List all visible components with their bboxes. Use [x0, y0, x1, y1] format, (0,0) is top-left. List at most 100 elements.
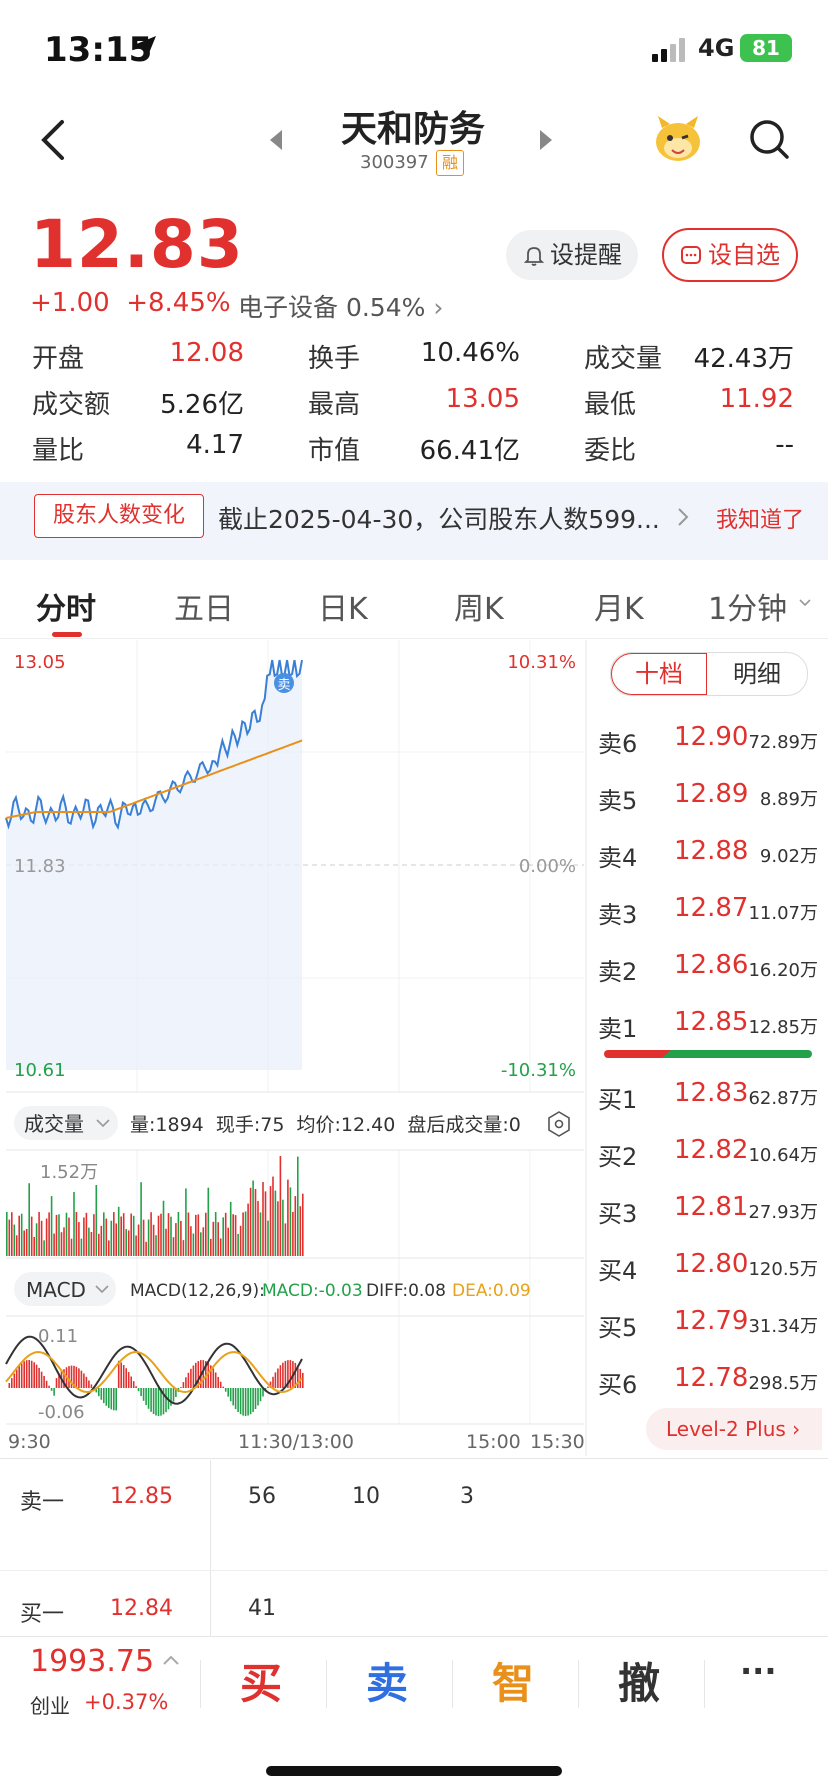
macd-bar: [289, 1360, 292, 1388]
buy-level-label: 买1: [598, 1086, 638, 1114]
index-value[interactable]: 1993.75: [30, 1644, 155, 1679]
volume-bar: [239, 1225, 242, 1256]
macd-bar: [234, 1388, 237, 1410]
volume-bar: [274, 1190, 277, 1256]
mascot-icon[interactable]: [652, 114, 704, 164]
volume-bar: [83, 1217, 85, 1256]
macd-bar: [58, 1374, 60, 1388]
price-high-label: 13.05: [14, 652, 66, 673]
tab-4[interactable]: 月K: [594, 592, 644, 627]
macd-bar: [185, 1377, 187, 1388]
buy-level-price[interactable]: 12.83: [674, 1078, 749, 1108]
search-icon[interactable]: [748, 118, 790, 160]
volume-selector-bg[interactable]: [14, 1106, 118, 1140]
stat-value: 12.08: [169, 338, 244, 368]
volume-bar: [157, 1215, 160, 1256]
tab-2[interactable]: 日K: [318, 592, 368, 627]
notice-dismiss-button[interactable]: 我知道了: [716, 508, 805, 533]
macd-bar: [190, 1368, 192, 1388]
tab-3[interactable]: 周K: [454, 592, 504, 627]
volume-bar: [289, 1187, 292, 1256]
tab-ten-levels[interactable]: 十档: [611, 653, 707, 695]
sell-level-price[interactable]: 12.89: [674, 779, 749, 809]
sell-level-label: 卖1: [598, 1015, 638, 1043]
sell-level-price[interactable]: 12.85: [674, 1007, 749, 1037]
sell-level-price[interactable]: 12.86: [674, 950, 749, 980]
tab-details[interactable]: 明细: [733, 660, 781, 688]
price-change: +1.00 +8.45%: [30, 288, 231, 318]
buy-button[interactable]: 买: [240, 1659, 283, 1708]
set-alert-button[interactable]: 设提醒: [506, 230, 638, 280]
sell-level-label: 卖3: [598, 901, 638, 929]
sell-level-price[interactable]: 12.87: [674, 893, 749, 923]
volume-bar: [232, 1214, 234, 1256]
change-percent: +8.45%: [126, 288, 231, 318]
stock-code: 300397: [360, 152, 429, 173]
volume-bar: [214, 1212, 217, 1256]
macd-bar: [132, 1381, 135, 1388]
volume-bars: [6, 1156, 304, 1256]
sector-link[interactable]: 电子设备 0.54% ›: [238, 288, 443, 324]
divider: [326, 1660, 327, 1708]
volume-bar: [60, 1232, 63, 1256]
buy-level-price[interactable]: 12.78: [674, 1363, 749, 1393]
macd-bar: [127, 1372, 130, 1388]
tab-1[interactable]: 五日: [174, 592, 234, 627]
detail-sell-vol: 10: [352, 1484, 380, 1509]
more-button[interactable]: ···: [740, 1652, 777, 1690]
volume-bar: [177, 1212, 180, 1256]
volume-bar: [152, 1224, 155, 1256]
volume-bar: [227, 1227, 229, 1256]
sell-button[interactable]: 卖: [366, 1659, 409, 1708]
volume-bar: [78, 1222, 80, 1256]
settings-icon[interactable]: [548, 1111, 570, 1137]
level2-plus-button[interactable]: Level-2 Plus ›: [646, 1408, 822, 1450]
macd-bar: [63, 1369, 65, 1388]
volume-bar: [85, 1212, 88, 1256]
macd-bar: [25, 1360, 28, 1388]
volume-bar: [63, 1227, 65, 1256]
macd-selector-bg[interactable]: [14, 1272, 116, 1306]
buy-sell-ratio-green: [662, 1050, 812, 1058]
macd-bar: [277, 1368, 279, 1388]
buy-level-price[interactable]: 12.80: [674, 1249, 749, 1279]
macd-bar: [187, 1372, 190, 1388]
intraday-chart[interactable]: 卖 13.05 11.83 10.61 10.31% 0.00% -10.31%…: [0, 638, 828, 1458]
buy-level-price[interactable]: 12.79: [674, 1306, 749, 1336]
chevron-up-icon[interactable]: [162, 1654, 180, 1666]
smart-button[interactable]: 智: [492, 1659, 535, 1708]
cancel-order-button[interactable]: 撤: [618, 1659, 661, 1708]
macd-selector[interactable]: MACD: [26, 1278, 86, 1302]
macd-bar: [294, 1362, 297, 1388]
macd-bar: [180, 1387, 182, 1388]
volume-bar: [267, 1220, 269, 1256]
sell-level-price[interactable]: 12.88: [674, 836, 749, 866]
buy-level-price[interactable]: 12.81: [674, 1192, 749, 1222]
volume-bar: [297, 1156, 299, 1256]
volume-bar: [205, 1212, 207, 1256]
volume-bar: [299, 1206, 302, 1256]
volume-bar: [294, 1196, 297, 1256]
back-icon[interactable]: [34, 118, 74, 162]
prev-stock-icon[interactable]: [266, 128, 286, 152]
volume-bar: [70, 1238, 73, 1256]
stat-label: 量比: [32, 436, 85, 466]
buy-level-price[interactable]: 12.82: [674, 1135, 749, 1165]
tab-0[interactable]: 分时: [36, 592, 96, 627]
sell-level-price[interactable]: 12.90: [674, 722, 749, 752]
signal-icon: [652, 38, 685, 62]
next-stock-icon[interactable]: [536, 128, 556, 152]
divider: [200, 1660, 201, 1708]
watchlist-icon: [681, 246, 701, 264]
volume-bar: [6, 1212, 8, 1256]
volume-bar: [33, 1237, 35, 1256]
location-arrow-icon: [134, 36, 156, 58]
add-watchlist-button[interactable]: 设自选: [662, 228, 798, 282]
tab-5[interactable]: 1分钟: [708, 592, 788, 627]
status-time: 13:15: [44, 30, 153, 70]
divider: [578, 1660, 579, 1708]
volume-selector[interactable]: 成交量: [24, 1112, 84, 1136]
macd-bar: [38, 1367, 40, 1388]
volume-bar: [132, 1215, 135, 1256]
sell-marker[interactable]: 卖: [274, 666, 294, 693]
